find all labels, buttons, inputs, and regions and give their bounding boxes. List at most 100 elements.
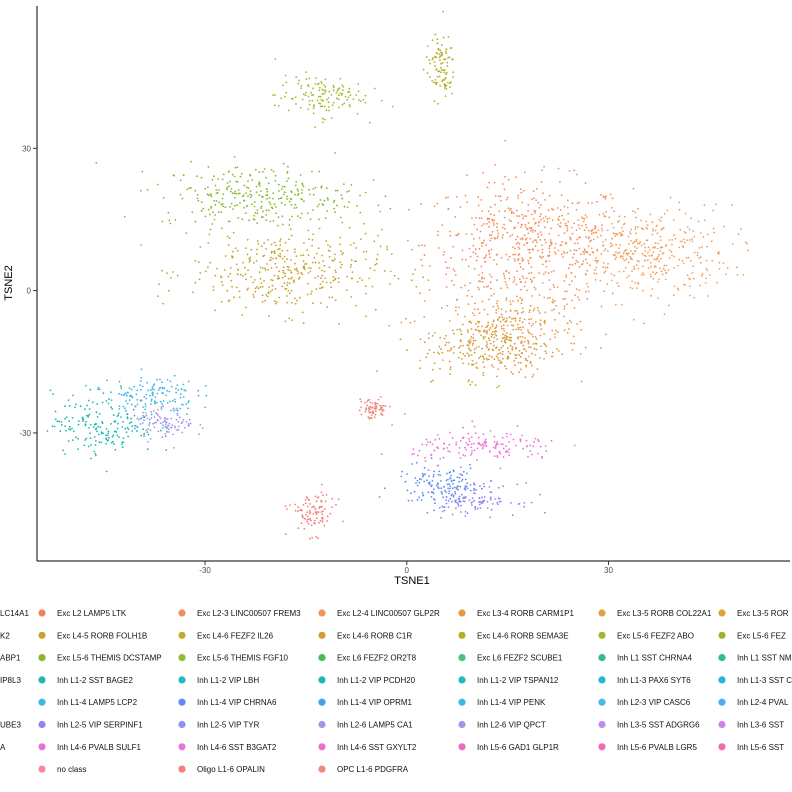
- point: [684, 212, 687, 215]
- point: [575, 288, 578, 290]
- point: [493, 214, 496, 217]
- point: [654, 265, 657, 268]
- point: [484, 331, 486, 333]
- point: [560, 244, 563, 247]
- point: [545, 345, 548, 347]
- point: [681, 260, 684, 262]
- point: [325, 240, 328, 242]
- point: [523, 244, 525, 247]
- point: [126, 417, 129, 420]
- point: [296, 270, 299, 273]
- point: [634, 282, 637, 284]
- point: [464, 515, 467, 517]
- point: [288, 224, 291, 226]
- legend-item: A: [0, 743, 6, 752]
- cluster-15: [358, 396, 406, 426]
- point: [443, 87, 446, 89]
- point: [328, 90, 331, 93]
- point: [227, 275, 230, 278]
- point: [154, 396, 157, 398]
- point: [155, 412, 157, 414]
- point: [492, 341, 495, 343]
- point: [678, 208, 681, 211]
- point: [165, 449, 168, 451]
- point: [166, 430, 168, 433]
- point: [180, 422, 183, 425]
- point: [458, 346, 460, 349]
- point: [416, 498, 419, 501]
- point: [533, 210, 536, 212]
- point: [587, 290, 590, 292]
- point: [522, 277, 525, 279]
- point: [652, 277, 655, 280]
- point: [319, 505, 321, 508]
- point: [520, 302, 523, 305]
- point: [294, 193, 296, 196]
- point: [532, 190, 535, 193]
- point: [176, 414, 179, 416]
- cluster-5: [95, 152, 392, 244]
- point: [685, 256, 688, 259]
- point: [116, 434, 119, 437]
- point: [518, 248, 521, 250]
- point: [563, 315, 565, 318]
- point: [621, 226, 623, 229]
- point: [65, 416, 68, 418]
- point: [524, 281, 527, 283]
- point: [424, 300, 426, 302]
- point: [237, 189, 240, 191]
- point: [619, 234, 622, 237]
- point: [164, 433, 167, 435]
- legend-swatch: [598, 676, 606, 684]
- point: [465, 233, 468, 235]
- point: [466, 201, 469, 204]
- point: [498, 385, 500, 387]
- point: [442, 456, 445, 459]
- point: [108, 398, 110, 401]
- point: [459, 440, 462, 442]
- point: [249, 190, 252, 192]
- legend-item: Inh L1 SST NM: [718, 654, 792, 663]
- point: [527, 222, 530, 224]
- point: [133, 385, 136, 388]
- point: [674, 237, 677, 240]
- point: [513, 276, 516, 279]
- point: [299, 107, 302, 109]
- point: [277, 197, 280, 200]
- point: [106, 439, 109, 442]
- point: [496, 305, 499, 307]
- point: [150, 417, 153, 419]
- point: [242, 275, 244, 277]
- point: [519, 335, 522, 338]
- point: [529, 450, 532, 453]
- point: [574, 242, 576, 245]
- point: [355, 94, 357, 96]
- point: [210, 207, 213, 209]
- point: [310, 519, 312, 522]
- point: [143, 432, 146, 435]
- point: [146, 431, 149, 433]
- x-tick-label: 0: [405, 566, 410, 575]
- point: [546, 297, 549, 299]
- point: [506, 286, 509, 289]
- point: [509, 209, 511, 212]
- point: [442, 359, 444, 361]
- point: [364, 410, 367, 413]
- point: [141, 422, 144, 424]
- point: [572, 253, 575, 256]
- point: [136, 403, 139, 406]
- point: [429, 265, 431, 267]
- point: [560, 253, 563, 256]
- point: [286, 198, 288, 200]
- point: [622, 223, 625, 226]
- point: [165, 423, 167, 426]
- point: [426, 352, 429, 355]
- point: [318, 261, 320, 264]
- point: [127, 435, 129, 438]
- point: [166, 427, 169, 430]
- point: [446, 349, 449, 352]
- point: [219, 275, 222, 278]
- point: [494, 330, 497, 332]
- point: [243, 206, 246, 209]
- point: [142, 414, 145, 417]
